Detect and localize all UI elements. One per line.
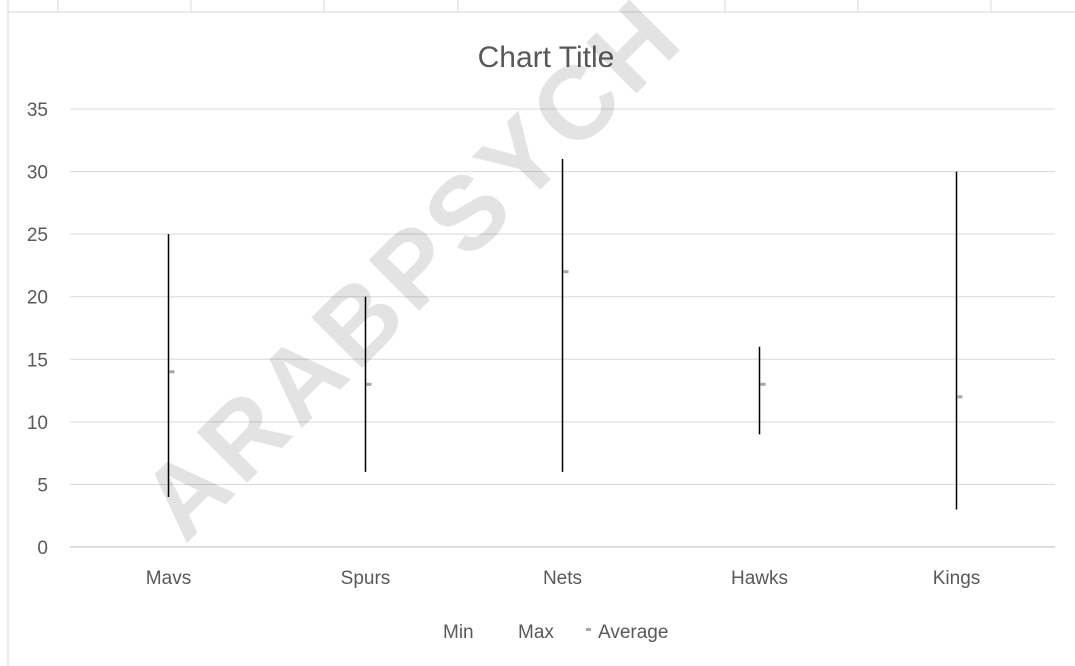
x-tick-label: Nets [543, 568, 582, 589]
y-tick-label: 5 [37, 475, 48, 496]
y-tick-label: 20 [27, 288, 48, 309]
y-tick-label: 0 [37, 538, 48, 559]
sheet-gridlines [7, 0, 1075, 666]
legend-entry-average: Average [598, 622, 668, 643]
x-tick-label: Kings [933, 568, 981, 589]
average-marker-spurs [366, 382, 372, 386]
y-tick-label: 35 [27, 100, 48, 121]
y-tick-label: 25 [27, 225, 48, 246]
watermark: ARABPSYCH [119, 0, 705, 561]
y-tick-label: 10 [27, 413, 48, 434]
legend: Min Max Average [443, 622, 668, 643]
high-low-lines [167, 159, 958, 510]
average-marker-mavs [169, 370, 175, 374]
x-axis-ticks: Mavs Spurs Nets Hawks Kings [146, 568, 980, 589]
chart-title: Chart Title [478, 41, 615, 74]
average-marker-hawks [760, 382, 766, 386]
average-marker-nets [563, 270, 569, 274]
y-tick-label: 15 [27, 350, 48, 371]
x-tick-label: Hawks [731, 568, 788, 589]
legend-entry-min: Min [443, 622, 474, 643]
legend-marker-average [586, 628, 591, 631]
average-marker-kings [957, 395, 963, 399]
average-markers [169, 270, 963, 399]
y-axis-ticks: 0 5 10 15 20 25 30 35 [27, 100, 48, 559]
y-tick-label: 30 [27, 163, 48, 184]
x-tick-label: Spurs [341, 568, 391, 589]
legend-entry-max: Max [518, 622, 554, 643]
x-tick-label: Mavs [146, 568, 191, 589]
